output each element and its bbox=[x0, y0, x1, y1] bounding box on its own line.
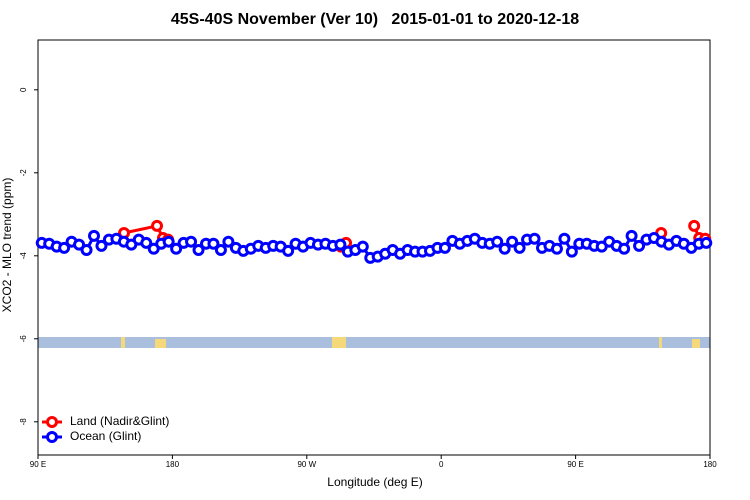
data-point bbox=[207, 237, 220, 250]
data-point bbox=[491, 235, 504, 248]
chart-title: 45S-40S November (Ver 10) 2015-01-01 to … bbox=[171, 11, 579, 28]
data-point bbox=[618, 242, 631, 255]
land-patch bbox=[155, 339, 166, 348]
legend-marker bbox=[46, 431, 58, 443]
data-point bbox=[95, 239, 108, 252]
data-point bbox=[356, 240, 369, 253]
data-point bbox=[565, 245, 578, 258]
data-point bbox=[700, 236, 713, 249]
x-axis-label: Longitude (deg E) bbox=[327, 475, 422, 489]
data-point bbox=[498, 242, 511, 255]
land-mask-strip bbox=[38, 337, 710, 348]
data-point bbox=[162, 235, 175, 248]
data-point bbox=[88, 229, 100, 242]
y-tick-label: -2 bbox=[19, 169, 28, 177]
data-point bbox=[222, 235, 235, 248]
data-point bbox=[58, 241, 71, 254]
x-tick-label: 0 bbox=[439, 460, 444, 469]
data-point bbox=[528, 232, 541, 245]
y-axis-label: XCO2 - MLO trend (ppm) bbox=[0, 178, 14, 313]
data-point bbox=[513, 241, 526, 254]
data-point bbox=[550, 242, 563, 255]
data-point bbox=[192, 243, 205, 256]
data-point bbox=[688, 219, 701, 232]
land-patch bbox=[692, 339, 700, 348]
data-point bbox=[214, 243, 227, 256]
data-point bbox=[80, 243, 93, 256]
data-point bbox=[506, 235, 519, 248]
y-tick-label: -4 bbox=[19, 252, 28, 260]
land-patch bbox=[659, 337, 662, 348]
land-patch bbox=[332, 337, 346, 348]
x-tick-label: 180 bbox=[166, 460, 180, 469]
data-point bbox=[170, 242, 183, 255]
y-tick-label: 0 bbox=[19, 87, 28, 92]
data-point bbox=[334, 238, 347, 251]
y-tick-label: -8 bbox=[19, 418, 28, 426]
data-point bbox=[633, 239, 646, 252]
data-point bbox=[185, 235, 198, 248]
legend-label: Ocean (Glint) bbox=[70, 429, 141, 443]
x-tick-label: 90 E bbox=[30, 460, 46, 469]
data-point bbox=[140, 236, 153, 249]
x-tick-label: 90 E bbox=[567, 460, 583, 469]
data-point bbox=[282, 244, 295, 257]
y-tick-label: -6 bbox=[19, 335, 28, 343]
x-tick-label: 180 bbox=[703, 460, 717, 469]
data-point bbox=[73, 238, 86, 251]
ocean-strip bbox=[38, 337, 710, 348]
land-patch bbox=[121, 337, 125, 348]
data-point bbox=[558, 232, 571, 245]
data-point bbox=[151, 219, 164, 232]
x-tick-label: 90 W bbox=[297, 460, 316, 469]
legend-label: Land (Nadir&Glint) bbox=[70, 414, 169, 428]
data-point bbox=[625, 229, 638, 242]
legend-marker bbox=[46, 416, 58, 428]
data-point bbox=[438, 241, 451, 254]
